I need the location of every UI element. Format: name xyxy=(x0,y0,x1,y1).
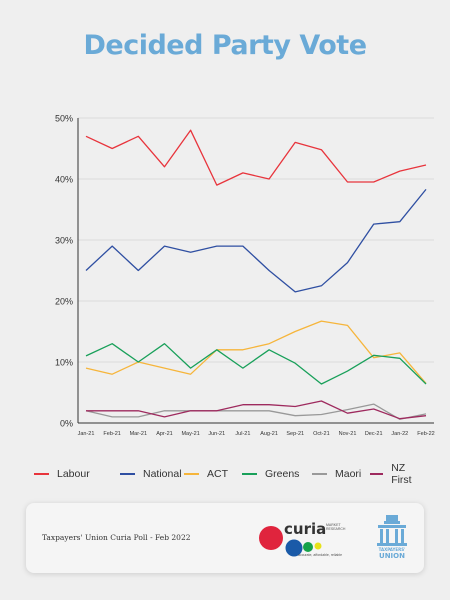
legend-item-greens: Greens xyxy=(242,466,299,482)
y-tick-label: 10% xyxy=(55,358,73,368)
x-tick-label: Feb-22 xyxy=(417,431,434,437)
series-lines xyxy=(85,129,427,420)
y-tick-label: 30% xyxy=(55,236,73,246)
legend-label: NZ First xyxy=(391,462,412,486)
axes: 0% 10% 20% 30% 40% 50% Jan-21 Feb-21 Mar-21 Apr-2… xyxy=(55,114,435,438)
y-tick-label: 20% xyxy=(55,297,73,307)
series-line-labour xyxy=(85,129,427,186)
y-tick-label: 40% xyxy=(55,175,73,185)
x-tick-label: Jul-21 xyxy=(235,431,250,437)
footer-caption: Taxpayers' Union Curia Poll - Feb 2022 xyxy=(42,533,191,542)
series-line-maori xyxy=(85,403,427,420)
x-tick-label: Dec-21 xyxy=(365,431,383,437)
legend-item-national: National xyxy=(120,466,182,482)
grid-lines xyxy=(78,117,434,363)
legend-swatch xyxy=(242,473,257,475)
legend-swatch xyxy=(312,473,327,475)
line-chart: 0% 10% 20% 30% 40% 50% Jan-21 Feb-21 Mar-21 Apr-2… xyxy=(55,114,435,438)
y-tick-label: 50% xyxy=(55,114,73,124)
x-tick-label: Feb-21 xyxy=(103,431,120,437)
x-tick-label: Jan-21 xyxy=(78,431,95,437)
x-tick-label: Jun-21 xyxy=(208,431,225,437)
x-tick-label: Sep-21 xyxy=(286,431,304,437)
legend-swatch xyxy=(184,473,199,475)
footer-card: Taxpayers' Union Curia Poll - Feb 2022 c… xyxy=(26,503,424,573)
x-tick-label: Mar-21 xyxy=(130,431,147,437)
y-tick-label: 0% xyxy=(60,419,73,429)
curia-logo: curia MARKET RESEARCH accurate, affordab… xyxy=(258,519,358,563)
chart-legend: Labour National ACT Greens Maori NZ First xyxy=(34,462,424,486)
legend-item-maori: Maori xyxy=(312,466,361,482)
legend-label: National xyxy=(143,468,182,480)
legend-swatch xyxy=(120,473,135,475)
legend-label: Labour xyxy=(57,468,90,480)
x-tick-label: May-21 xyxy=(181,431,199,437)
taxpayers-union-wordmark: TAXPAYERS' UNION xyxy=(374,547,410,560)
building-icon xyxy=(377,515,407,546)
legend-label: Maori xyxy=(335,468,362,480)
legend-item-nz-first: NZ First xyxy=(370,462,424,486)
curia-logo-icon xyxy=(259,526,322,557)
x-tick-label: Oct-21 xyxy=(313,431,330,437)
legend-label: Greens xyxy=(265,468,300,480)
series-line-act xyxy=(85,320,427,384)
curia-wordmark: curia xyxy=(284,520,327,538)
x-tick-label: Aug-21 xyxy=(260,431,278,437)
x-tick-label: Jan-22 xyxy=(391,431,408,437)
series-line-national xyxy=(85,188,427,293)
x-tick-label: Apr-21 xyxy=(156,431,173,437)
curia-subtitle: MARKET RESEARCH xyxy=(326,523,346,531)
curia-tagline: accurate, affordable, reliable xyxy=(298,553,343,557)
legend-swatch xyxy=(370,473,384,475)
series-line-greens xyxy=(85,343,427,385)
legend-item-act: ACT xyxy=(184,466,228,482)
series-line-nz-first xyxy=(86,400,427,420)
legend-item-labour: Labour xyxy=(34,466,90,482)
x-tick-label: Nov-21 xyxy=(339,431,357,437)
legend-label: ACT xyxy=(207,468,228,480)
chart-title: Decided Party Vote xyxy=(83,30,367,61)
legend-swatch xyxy=(34,473,49,475)
tu-big-text: UNION xyxy=(379,552,405,560)
tu-small-text: TAXPAYERS' xyxy=(378,547,406,552)
taxpayers-union-logo: TAXPAYERS' UNION xyxy=(374,513,410,565)
